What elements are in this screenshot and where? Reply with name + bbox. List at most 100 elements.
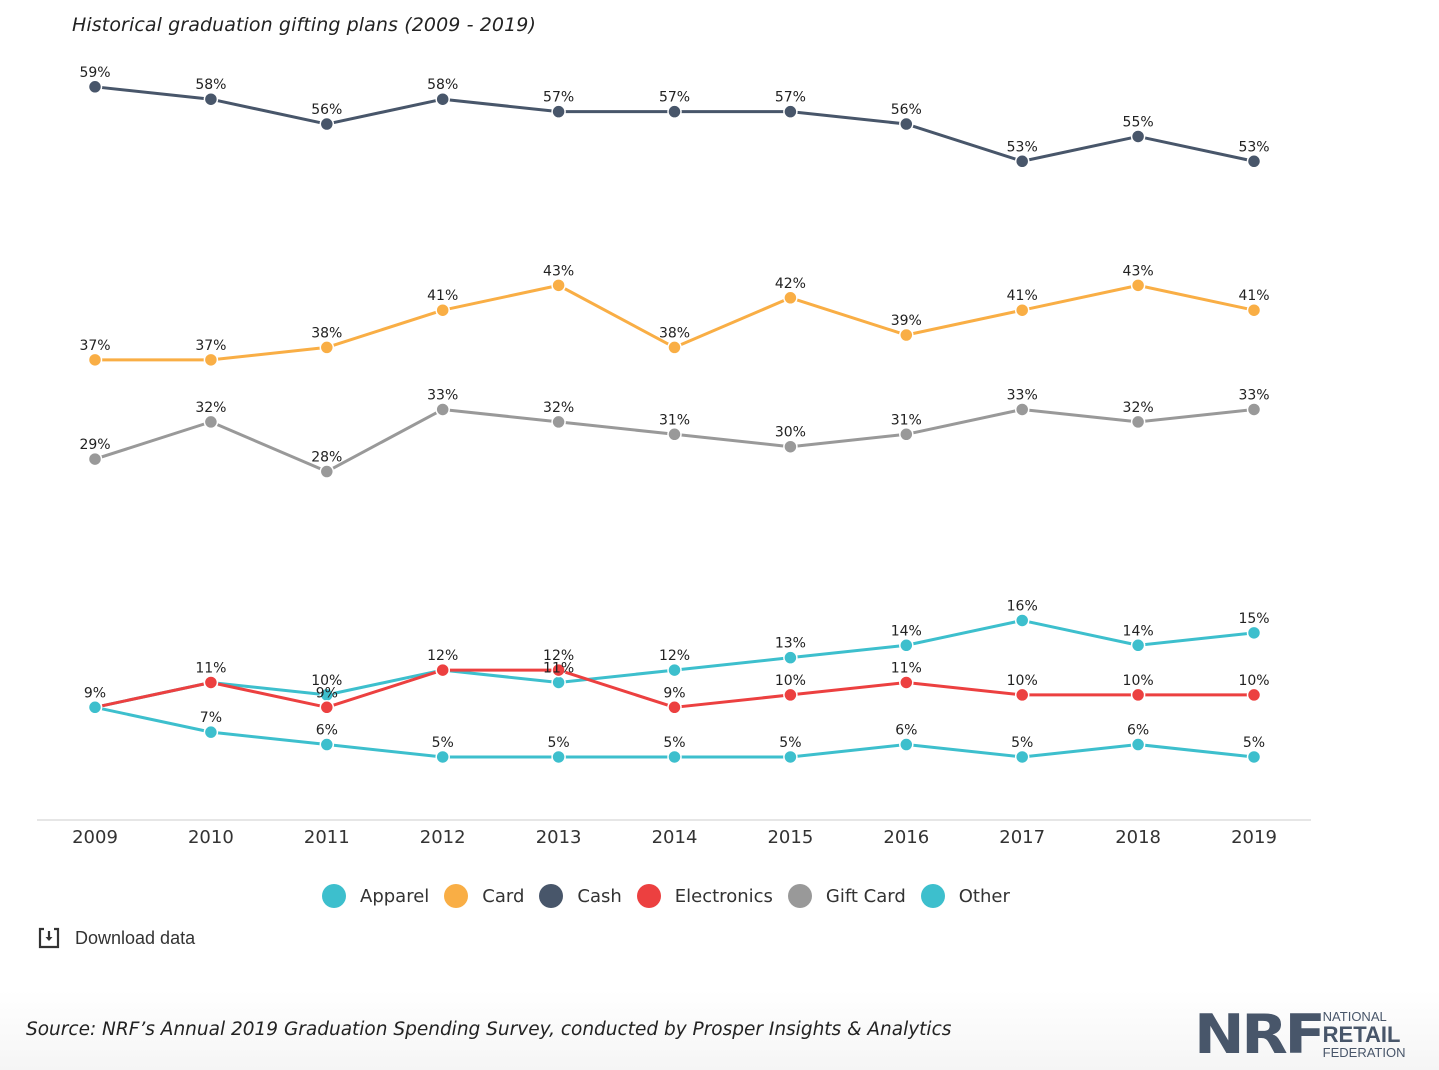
legend-item-other[interactable]: Other: [920, 884, 1010, 908]
data-point-electronics[interactable]: [1130, 687, 1146, 703]
data-point-electronics[interactable]: [899, 675, 914, 690]
data-label-electronics: 9%: [663, 685, 685, 701]
data-point-electronics[interactable]: [203, 675, 219, 690]
data-point-cash[interactable]: [667, 104, 682, 119]
chart-legend: Apparel Card Cash Electronics Gift Card Other: [322, 884, 1025, 908]
logo-text: NATIONAL RETAIL FEDERATION: [1323, 1010, 1406, 1060]
data-point-card[interactable]: [87, 352, 103, 368]
data-point-apparel[interactable]: [1246, 625, 1262, 641]
data-point-card[interactable]: [319, 340, 335, 355]
data-point-apparel[interactable]: [551, 675, 566, 690]
data-point-card[interactable]: [435, 302, 450, 318]
data-point-electronics[interactable]: [1014, 687, 1030, 703]
data-point-gift-card[interactable]: [1014, 402, 1030, 417]
download-label: Download data: [75, 927, 196, 948]
data-point-other[interactable]: [667, 749, 682, 765]
data-point-cash[interactable]: [319, 116, 335, 132]
data-label-card: 37%: [79, 338, 110, 354]
legend-item-apparel[interactable]: Apparel: [322, 884, 429, 908]
data-point-gift-card[interactable]: [783, 439, 798, 454]
nrf-logo: NRF NATIONAL RETAIL FEDERATION: [1194, 1008, 1406, 1062]
data-label-cash: 58%: [195, 77, 226, 93]
data-point-card[interactable]: [783, 290, 798, 306]
x-tick-label: 2017: [999, 827, 1045, 848]
data-point-other[interactable]: [203, 724, 219, 740]
data-point-card[interactable]: [1130, 278, 1146, 293]
data-point-other[interactable]: [87, 700, 103, 715]
data-point-cash[interactable]: [899, 116, 914, 132]
data-point-other[interactable]: [899, 737, 914, 752]
footer-background: [0, 990, 1439, 1070]
data-point-other[interactable]: [783, 749, 798, 765]
data-point-other[interactable]: [1014, 749, 1030, 765]
data-point-apparel[interactable]: [667, 662, 682, 678]
data-point-gift-card[interactable]: [667, 427, 682, 442]
data-point-other[interactable]: [551, 749, 566, 765]
data-label-cash: 57%: [775, 90, 806, 106]
data-point-other[interactable]: [1246, 749, 1262, 765]
data-point-cash[interactable]: [551, 104, 566, 119]
data-point-card[interactable]: [551, 278, 566, 293]
legend-item-electronics[interactable]: Electronics: [636, 884, 773, 908]
data-label-card: 38%: [659, 325, 690, 341]
x-tick-label: 2019: [1231, 827, 1277, 848]
legend-label: Electronics: [674, 885, 773, 907]
logo-mark: NRF: [1194, 1003, 1326, 1066]
legend-item-gift-card[interactable]: Gift Card: [787, 884, 906, 908]
data-point-electronics[interactable]: [1246, 687, 1262, 703]
data-label-card: 41%: [427, 288, 458, 304]
data-point-other[interactable]: [435, 749, 450, 765]
x-tick-label: 2010: [188, 827, 234, 848]
data-point-apparel[interactable]: [1014, 613, 1030, 628]
data-label-gift-card: 32%: [195, 400, 226, 416]
data-point-gift-card[interactable]: [1246, 402, 1262, 417]
data-point-cash[interactable]: [1130, 129, 1146, 144]
x-tick-label: 2015: [767, 827, 813, 848]
data-point-gift-card[interactable]: [435, 402, 450, 417]
data-label-cash: 56%: [311, 102, 342, 118]
data-label-card: 37%: [195, 338, 226, 354]
data-point-electronics[interactable]: [435, 662, 450, 678]
data-point-gift-card[interactable]: [203, 414, 219, 430]
data-label-cash: 55%: [1123, 114, 1154, 130]
data-point-electronics[interactable]: [783, 687, 798, 703]
data-point-gift-card[interactable]: [899, 427, 914, 442]
data-label-electronics: 10%: [775, 673, 806, 689]
data-point-cash[interactable]: [1014, 154, 1030, 169]
data-point-electronics[interactable]: [319, 700, 335, 715]
data-point-apparel[interactable]: [783, 650, 798, 665]
data-point-gift-card[interactable]: [319, 464, 335, 479]
download-data-button[interactable]: Download data: [37, 926, 195, 950]
data-point-cash[interactable]: [203, 91, 219, 107]
data-point-electronics[interactable]: [667, 700, 682, 715]
data-point-apparel[interactable]: [1130, 638, 1146, 653]
data-label-card: 38%: [311, 325, 342, 341]
legend-item-cash[interactable]: Cash: [539, 884, 622, 908]
data-point-gift-card[interactable]: [551, 414, 566, 430]
data-point-card[interactable]: [203, 352, 219, 368]
data-point-cash[interactable]: [435, 91, 450, 107]
data-point-cash[interactable]: [783, 104, 798, 119]
data-point-apparel[interactable]: [899, 638, 914, 653]
data-point-card[interactable]: [667, 340, 682, 355]
data-point-gift-card[interactable]: [1130, 414, 1146, 430]
data-label-apparel: 14%: [1123, 623, 1154, 639]
legend-item-card[interactable]: Card: [444, 884, 524, 908]
x-tick-label: 2009: [72, 827, 118, 848]
data-point-other[interactable]: [1130, 737, 1146, 752]
data-point-card[interactable]: [1014, 302, 1030, 318]
data-label-electronics: 10%: [1007, 673, 1038, 689]
data-point-cash[interactable]: [1246, 154, 1262, 169]
data-label-cash: 53%: [1238, 139, 1269, 155]
data-point-cash[interactable]: [87, 79, 103, 95]
data-point-card[interactable]: [1246, 302, 1262, 318]
data-point-card[interactable]: [899, 327, 914, 343]
data-label-electronics: 10%: [1123, 673, 1154, 689]
data-label-other: 5%: [1011, 735, 1033, 751]
x-tick-label: 2014: [652, 827, 698, 848]
data-label-other: 5%: [547, 735, 569, 751]
data-point-other[interactable]: [319, 737, 335, 752]
data-point-electronics[interactable]: [551, 662, 566, 678]
data-point-gift-card[interactable]: [87, 451, 103, 467]
data-label-card: 42%: [775, 276, 806, 292]
